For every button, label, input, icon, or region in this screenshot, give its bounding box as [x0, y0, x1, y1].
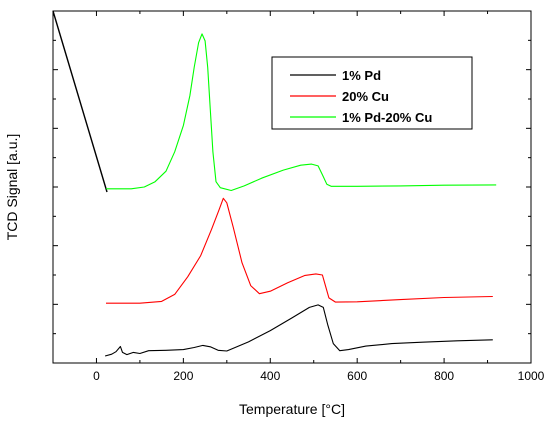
legend-label-pd: 1% Pd — [342, 68, 381, 83]
series-line-2 — [106, 33, 497, 192]
x-tick-label: 800 — [434, 369, 454, 383]
axis-ticks: 0 200 400 600 800 1000 — [52, 10, 545, 383]
x-tick-label: 200 — [173, 369, 193, 383]
x-tick-label: 400 — [260, 369, 280, 383]
legend-label-cu: 20% Cu — [342, 89, 389, 104]
data-series — [104, 33, 497, 357]
x-tick-label: 600 — [347, 369, 367, 383]
y-axis-label: TCD Signal [a.u.] — [4, 134, 20, 241]
x-tick-label: 0 — [93, 369, 100, 383]
legend-label-pd-cu: 1% Pd-20% Cu — [342, 110, 432, 125]
baseline-drift-segment — [52, 10, 108, 193]
series-line-1 — [106, 197, 493, 304]
legend: 1% Pd 20% Cu 1% Pd-20% Cu — [271, 56, 473, 130]
x-axis-label: Temperature [°C] — [239, 401, 345, 417]
x-axis-label-unit: °C] — [325, 401, 345, 417]
x-axis-label-main: Temperature [ — [239, 401, 325, 417]
x-tick-label: 1000 — [518, 369, 545, 383]
series-line-0 — [104, 304, 493, 357]
